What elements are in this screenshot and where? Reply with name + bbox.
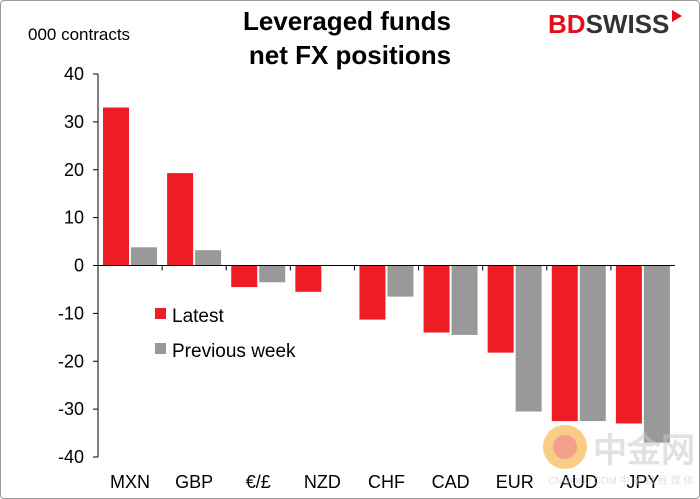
watermark-text: 中金网 — [593, 431, 695, 471]
y-tick-label: -20 — [58, 351, 84, 371]
bar-latest-gbp — [167, 173, 194, 266]
chart-title-line-1: Leveraged funds — [243, 6, 451, 36]
x-category-label: MXN — [110, 472, 150, 492]
bar-previous-week-cad — [451, 265, 478, 335]
y-tick-label: 40 — [64, 64, 84, 84]
bar-latest-aud — [551, 265, 578, 422]
bar-previous-week-aud — [579, 265, 606, 422]
watermark-subtext: CNGOLD.COM 中 金 财 经 媒 体 — [548, 474, 694, 487]
logo-arrow-icon — [672, 10, 682, 22]
bar-latest-mxn — [103, 107, 129, 266]
category-labels: MXN GBP €/£ NZD CHF CAD EUR AUD JPY — [110, 472, 659, 492]
x-category-label: GBP — [175, 472, 213, 492]
bar-latest-jpy — [615, 265, 642, 424]
x-category-label: AUD — [560, 472, 598, 492]
bar-latest-nzd — [295, 265, 322, 292]
bar-latest-eurgbp — [231, 265, 258, 288]
y-tick-label: 0 — [74, 256, 84, 276]
y-tick-labels: 40 30 20 10 0 -10 -20 -30 -40 — [58, 64, 84, 467]
bar-latest-chf — [359, 265, 386, 320]
y-axis-unit-label: 000 contracts — [28, 25, 130, 44]
bar-previous-week-gbp — [195, 250, 222, 266]
x-category-label: CHF — [368, 472, 405, 492]
chart-title-line-2: net FX positions — [249, 40, 451, 70]
legend-label-previous-week: Previous week — [172, 341, 296, 362]
y-tick-label: 30 — [64, 112, 84, 132]
bar-previous-week-eur — [515, 265, 542, 412]
legend-label-latest: Latest — [172, 306, 224, 327]
y-tick-label: -10 — [58, 303, 84, 323]
bar-latest-eur — [487, 265, 514, 353]
svg-text:BDSWISS: BDSWISS — [548, 9, 669, 39]
x-category-label: CAD — [432, 472, 470, 492]
bar-previous-week-chf — [387, 265, 414, 297]
bar-latest-cad — [423, 265, 450, 333]
logo-text-swiss: SWISS — [586, 9, 670, 39]
x-category-label: €/£ — [246, 472, 271, 492]
bdswiss-logo: BDSWISS — [548, 9, 682, 39]
y-tick-label: -40 — [58, 447, 84, 467]
bar-previous-week-eurgbp — [259, 265, 286, 283]
x-category-label: NZD — [304, 472, 341, 492]
legend-swatch-previous-week — [155, 343, 166, 354]
bars-group — [103, 107, 670, 443]
cngold-watermark: 中金网 CNGOLD.COM 中 金 财 经 媒 体 — [543, 425, 695, 487]
y-tick-label: 10 — [64, 208, 84, 228]
legend-swatch-latest — [155, 308, 166, 319]
x-category-label: JPY — [626, 472, 659, 492]
axes-group — [93, 73, 675, 458]
legend: Latest Previous week — [155, 306, 296, 362]
y-tick-label: 20 — [64, 160, 84, 180]
y-tick-label: -30 — [58, 399, 84, 419]
watermark-emblem-inner-icon — [553, 435, 577, 459]
logo-text-bd: BD — [548, 9, 586, 39]
bar-previous-week-jpy — [643, 265, 670, 443]
bar-previous-week-mxn — [131, 247, 157, 266]
x-category-label: EUR — [496, 472, 534, 492]
